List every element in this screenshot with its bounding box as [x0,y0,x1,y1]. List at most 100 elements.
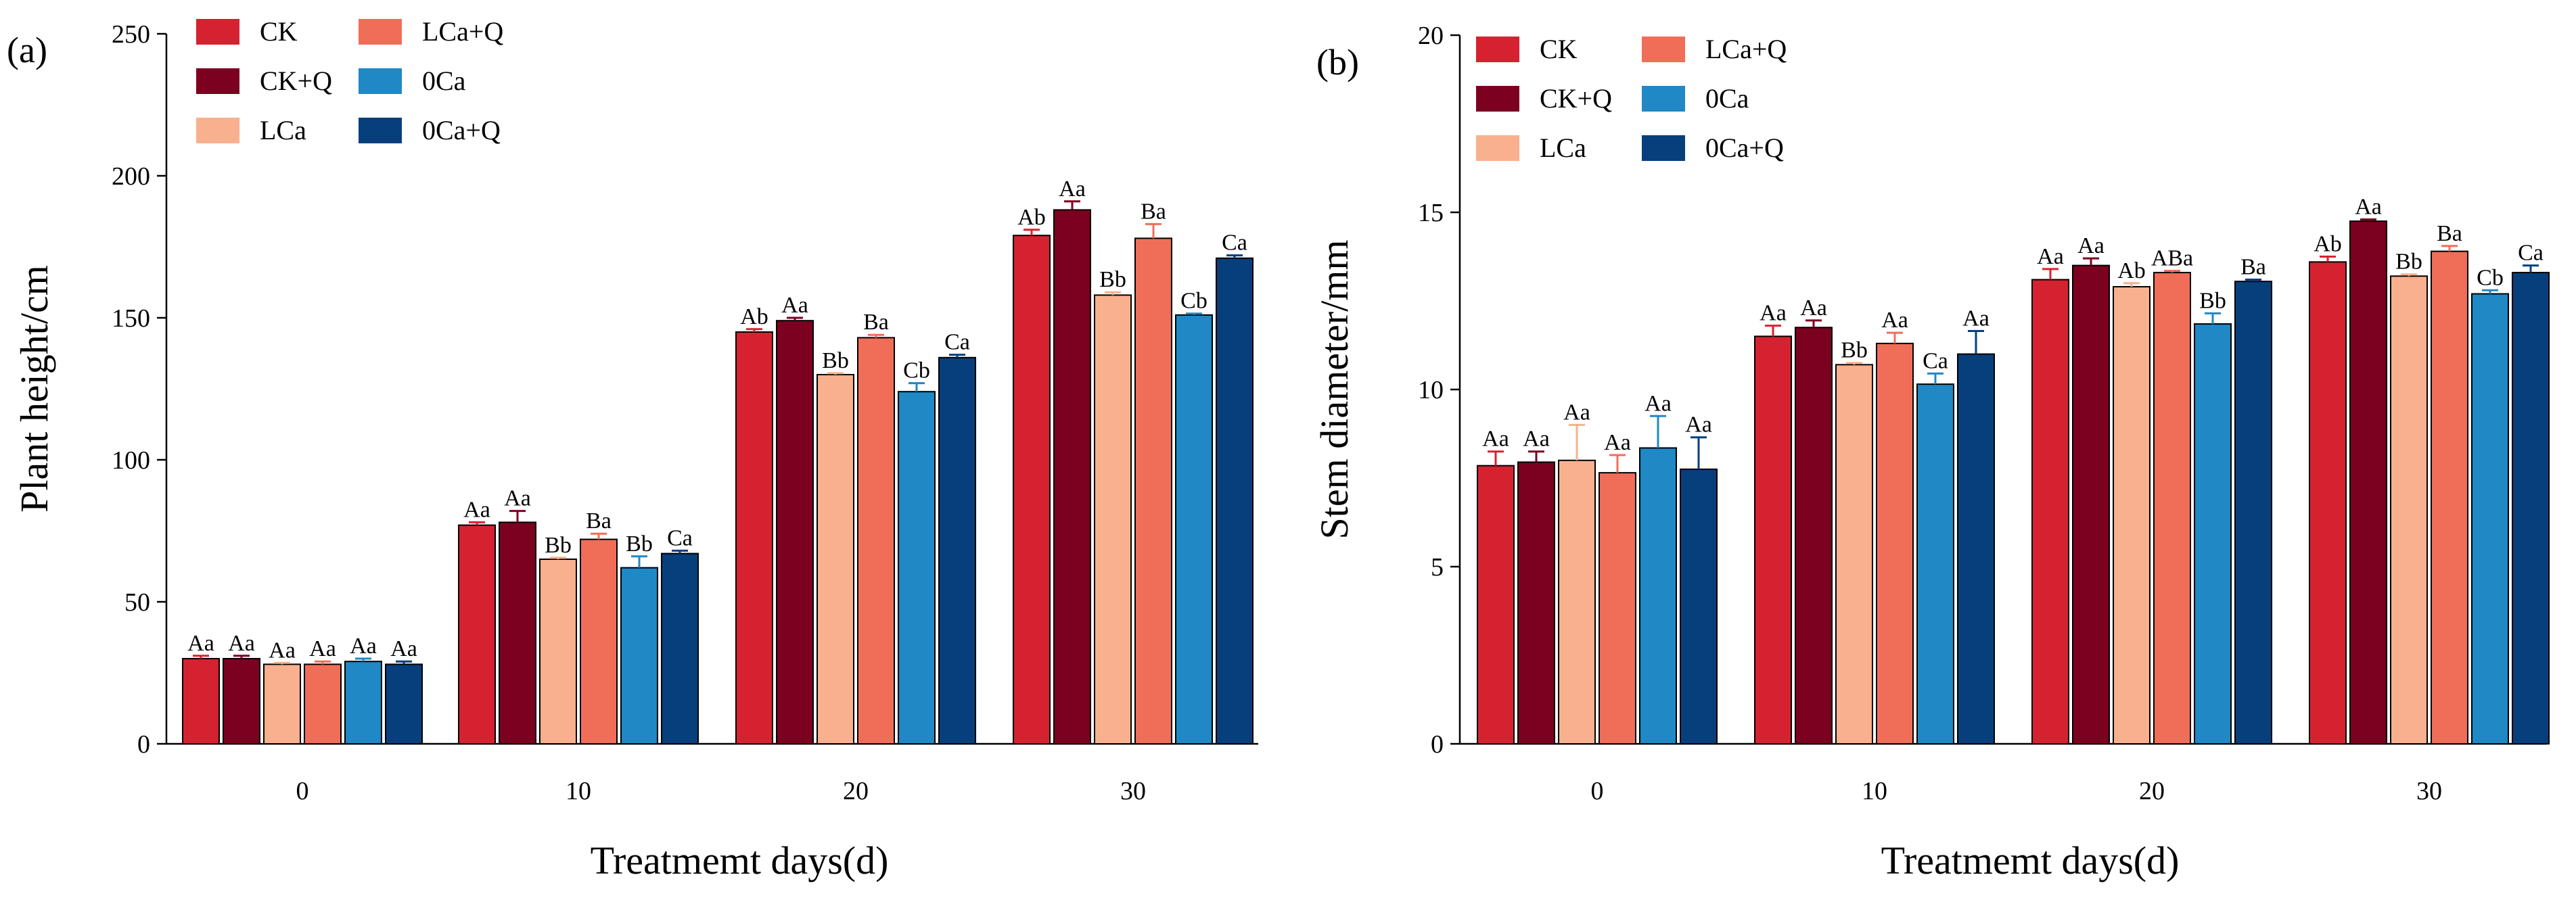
bar [458,524,496,745]
bar [620,567,658,745]
significance-label: Ab [740,304,768,329]
significance-label: Aa [309,636,336,661]
bar [1876,342,1914,745]
significance-label: Aa [1881,308,1908,333]
x-axis-title: Treatmemt days(d) [591,838,889,882]
significance-label: Aa [269,638,296,663]
bar [580,538,618,745]
bar [1916,383,1954,745]
legend-swatch [1642,37,1685,62]
legend-label: LCa [260,115,306,145]
legend-swatch [359,118,402,143]
significance-label: Bb [822,348,849,373]
significance-label: Bb [626,531,653,557]
significance-label: Aa [1523,427,1550,452]
chart-panel-b: (b) 0 5 10 15 20 Stem diameter/mm 0 10 20 30 Treatm… [1288,0,2576,898]
bar [2113,286,2150,745]
x-tick-label: 10 [1862,777,1887,805]
legend-label: CK+Q [1540,83,1612,114]
bar [2349,220,2387,745]
significance-label: Ab [2117,258,2146,283]
legend-label: 0Ca [422,66,466,96]
x-tick-label: 20 [2139,777,2165,805]
bar [499,521,536,745]
y-tick-label: 0 [137,730,150,759]
x-tick-label: 20 [843,777,869,805]
legend-label: 0Ca+Q [1705,133,1784,163]
bar [1175,314,1213,745]
bar [2072,264,2110,745]
significance-label: Cb [2477,265,2504,290]
bar [2031,279,2069,745]
bar [1598,472,1636,745]
bar [182,658,220,745]
significance-label: Aa [350,634,377,659]
significance-label: Aa [228,631,255,656]
legend-swatch [196,118,239,143]
significance-label: Aa [1800,296,1827,321]
bar [2153,272,2191,745]
significance-label: Aa [1604,430,1631,455]
y-tick-label: 200 [112,162,150,191]
bar [2234,281,2272,745]
significance-label: Ba [1141,199,1166,224]
x-axis-title: Treatmemt days(d) [1881,838,2180,882]
legend-label: CK [260,16,298,47]
y-tick-label: 5 [1431,553,1444,582]
significance-label: Aa [1760,301,1787,326]
bar [2471,293,2509,745]
legend-swatch [359,68,402,94]
bar [2309,261,2347,745]
significance-label: Ba [2240,255,2266,280]
y-tick-label: 150 [112,304,150,333]
significance-label: Aa [463,497,490,522]
significance-label: Ba [586,509,612,534]
x-tick-label: 30 [2416,777,2442,805]
bar [816,374,854,745]
legend-swatch [1476,135,1519,161]
legend-swatch [196,68,239,94]
legend-swatch [196,19,239,45]
bar [938,356,976,745]
significance-label: Ab [2314,232,2342,257]
bar [1094,294,1132,745]
y-tick-label: 15 [1418,199,1444,227]
bar [898,391,936,745]
bar [263,663,301,745]
significance-label: Aa [2037,244,2064,269]
bar [2512,272,2550,745]
significance-label: Aa [2355,194,2382,219]
significance-label: Ca [2518,241,2544,266]
legend-swatch [359,19,402,45]
significance-label: Aa [1644,391,1672,416]
y-tick-label: 250 [112,20,150,49]
y-axis-title: Plant height/cm [12,265,56,513]
significance-label: Bb [2395,250,2422,275]
bar [2431,250,2468,745]
legend-label: LCa [1540,133,1586,163]
bar [1053,209,1091,745]
significance-label: Ca [1923,348,1948,373]
y-tick-label: 50 [124,588,150,617]
bar [344,661,382,745]
bar [857,337,895,745]
bar [1639,447,1677,745]
legend-swatch [1642,86,1685,112]
bar [1517,461,1555,745]
significance-label: Aa [504,486,531,511]
significance-label: Ca [944,330,970,355]
significance-label: Bb [2199,288,2226,313]
panel-label: (b) [1316,42,1359,82]
significance-label: Ba [2437,221,2462,246]
legend-label: CK [1540,34,1578,64]
legend-swatch [1476,86,1519,112]
legend-label: LCa+Q [422,16,503,47]
significance-label: Ca [1222,231,1247,256]
bar [1957,353,1995,745]
significance-label: Aa [187,631,214,656]
significance-label: Ba [863,310,889,335]
x-tick-label: 0 [1591,777,1604,805]
panel-label: (a) [7,30,47,70]
bar [1477,465,1515,745]
bar [661,552,699,745]
